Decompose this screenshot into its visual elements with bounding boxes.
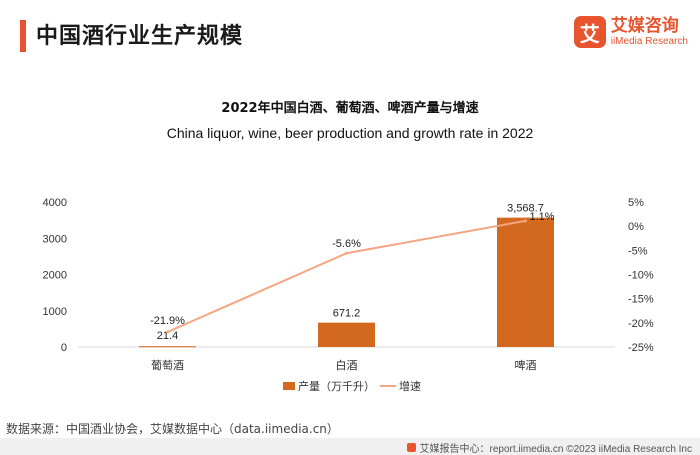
logo-name-cn: 艾媒咨询 <box>610 15 679 36</box>
bar <box>318 322 375 347</box>
source-note: 数据来源：中国酒业协会，艾媒数据中心（data.iimedia.cn） <box>6 422 339 436</box>
y-right-tick-label: 0% <box>628 221 644 233</box>
y-left-tick-label: 0 <box>61 342 67 354</box>
footer: 数据来源：中国酒业协会，艾媒数据中心（data.iimedia.cn） 艾媒报告… <box>0 422 700 455</box>
growth-point <box>524 219 527 223</box>
bar-value-label: 671.2 <box>333 308 361 320</box>
y-left-tick-label: 1000 <box>43 306 67 318</box>
y-left-tick-label: 2000 <box>43 270 67 282</box>
y-right-tick-label: -20% <box>628 318 654 330</box>
iimedia-logo: 艾 艾媒咨询 iiMedia Research <box>573 15 688 48</box>
y-left-tick-label: 4000 <box>43 197 67 209</box>
footer-bar <box>0 438 700 455</box>
y-right-tick-label: -5% <box>628 245 648 257</box>
y-right-tick-label: 5% <box>628 197 644 209</box>
x-tick-label: 啤酒 <box>515 358 537 372</box>
y-right-tick-label: -15% <box>628 294 654 306</box>
x-tick-label: 葡萄酒 <box>151 359 184 372</box>
bar-value-label: 21.4 <box>157 330 178 342</box>
y-right-tick-label: -10% <box>628 270 654 282</box>
y-right-tick-label: -25% <box>628 342 654 354</box>
footer-credit: 艾媒报告中心：report.iimedia.cn ©2023 iiMedia R… <box>406 440 692 455</box>
chart-subtitle: China liquor, wine, beer production and … <box>167 125 534 141</box>
legend-bar-label: 产量（万千升） <box>298 379 375 393</box>
growth-value-label: -21.9% <box>150 315 185 327</box>
legend-bar-swatch <box>283 382 295 390</box>
logo-name-en: iiMedia Research <box>610 35 688 47</box>
title-accent-bar <box>20 20 26 52</box>
footer-credit-text: 艾媒报告中心：report.iimedia.cn ©2023 iiMedia R… <box>419 444 692 455</box>
y-left-tick-label: 3000 <box>43 233 67 245</box>
chart: 2022年中国白酒、葡萄酒、啤酒产量与增速 China liquor, wine,… <box>43 100 654 393</box>
footer-logo-icon <box>406 443 416 452</box>
bar <box>497 217 554 347</box>
x-tick-label: 白酒 <box>336 358 358 372</box>
chart-title: 2022年中国白酒、葡萄酒、啤酒产量与增速 <box>221 100 478 116</box>
growth-point <box>166 330 169 334</box>
bar-value-label: 3,568.7 <box>507 203 544 215</box>
growth-point <box>345 251 348 255</box>
legend-line-label: 增速 <box>399 379 421 393</box>
logo-mark: 艾 <box>573 16 606 48</box>
bar <box>139 346 196 348</box>
page-title: 中国酒行业生产规模 <box>36 24 244 49</box>
growth-value-label: -5.6% <box>332 238 361 250</box>
growth-value-label: 1.1% <box>530 211 555 223</box>
